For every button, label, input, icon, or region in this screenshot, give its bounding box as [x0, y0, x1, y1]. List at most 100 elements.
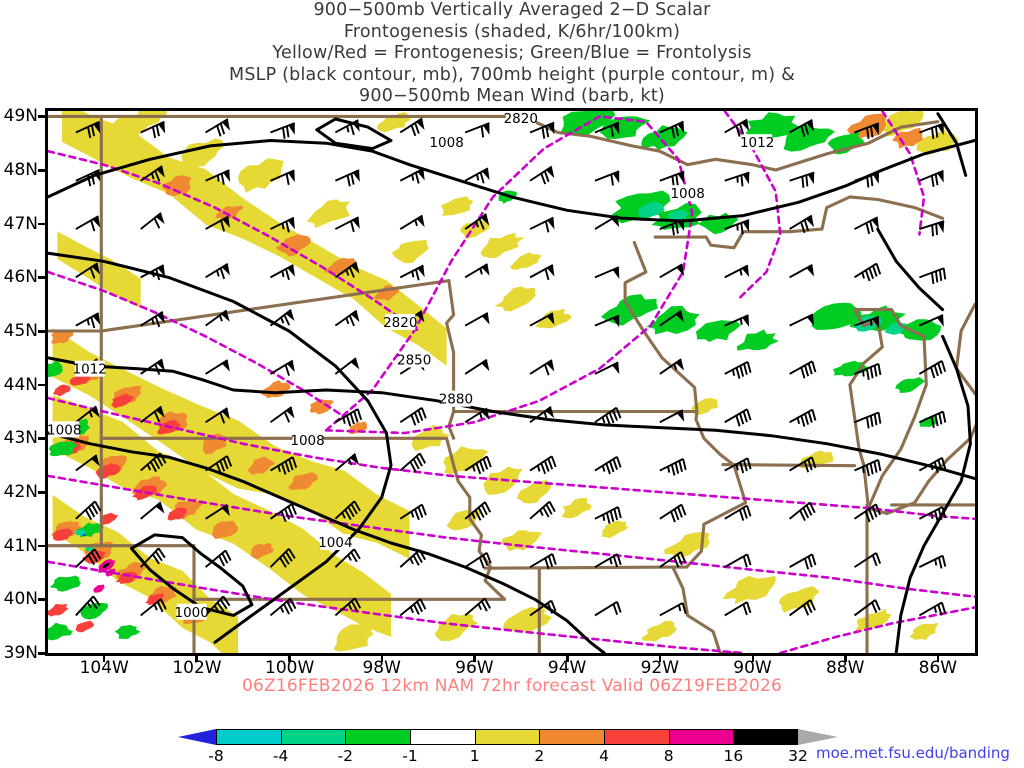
- wind-barb: [269, 456, 298, 475]
- wind-barb: [918, 506, 947, 522]
- shade-region: [722, 575, 776, 605]
- shade-region: [854, 608, 892, 632]
- colorbar-tick-4: 4: [599, 747, 609, 765]
- wind-barb: [724, 219, 750, 235]
- shade-region: [811, 302, 862, 330]
- shade-region: [288, 472, 318, 490]
- watermark-link[interactable]: moe.met.fsu.edu/banding: [816, 744, 1010, 762]
- contour-label-1008: 1008: [670, 185, 705, 202]
- wind-barb: [204, 549, 232, 568]
- wind-barb: [464, 312, 490, 327]
- colorbar-underflow-arrow: [178, 729, 216, 745]
- border-line: [671, 463, 748, 653]
- shade-region: [50, 329, 74, 344]
- shade-region: [48, 441, 78, 457]
- title-line-4: MSLP (black contour, mb), 700mb height (…: [229, 64, 795, 85]
- contour-label-1008: 1008: [48, 421, 81, 438]
- wind-barb: [399, 214, 425, 230]
- colorbar-swatch--11: [410, 729, 475, 745]
- wind-barb: [140, 311, 166, 328]
- wind-barb: [334, 309, 360, 327]
- wind-barb: [204, 595, 231, 617]
- axis-label-lon-94W: 94W: [547, 658, 587, 678]
- axis-label-lon-102W: 102W: [172, 658, 222, 678]
- height-contour-2820: [48, 396, 975, 521]
- svg-text:1004: 1004: [318, 535, 352, 551]
- colorbar-tick-8: 8: [663, 747, 674, 765]
- shade-region: [641, 620, 677, 642]
- wind-barb: [594, 121, 620, 137]
- contour-label-1012: 1012: [73, 360, 107, 378]
- mslp-contour-1008n: [48, 139, 411, 199]
- wind-barb: [75, 312, 101, 329]
- axis-tick-lat: [38, 598, 47, 601]
- axis-label-lon-90W: 90W: [733, 658, 772, 678]
- wind-barb: [854, 362, 882, 381]
- colorbar-swatches: [178, 727, 838, 747]
- wind-barb: [269, 597, 297, 617]
- wind-barb: [789, 264, 815, 279]
- shade-region: [260, 380, 291, 399]
- wind-barb: [464, 407, 490, 424]
- border-line: [452, 409, 736, 467]
- colorbar-tick-16: 16: [723, 747, 744, 765]
- shade-region: [668, 209, 689, 222]
- shade-region: [637, 201, 666, 218]
- wind-barb: [594, 170, 620, 186]
- axis-tick-lat: [38, 652, 47, 655]
- axis-tick-lon: [380, 654, 384, 662]
- svg-text:2880: 2880: [439, 392, 473, 408]
- wind-barb: [334, 453, 360, 472]
- shade-region: [434, 613, 479, 641]
- wind-barb: [75, 262, 101, 279]
- wind-barb: [854, 171, 880, 188]
- mslp-contour-1008r2: [894, 334, 972, 653]
- shade-region: [48, 360, 63, 378]
- wind-barb: [724, 314, 750, 327]
- wind-barb: [334, 408, 363, 427]
- colorbar-tick-32: 32: [788, 747, 808, 765]
- shade-region: [494, 286, 536, 312]
- wind-barb: [529, 165, 555, 185]
- wind-barb: [789, 214, 814, 234]
- wind-barb: [140, 501, 165, 520]
- wind-barb: [594, 266, 620, 279]
- border-line: [509, 111, 940, 172]
- wind-barb: [269, 503, 297, 523]
- colorbar-tick-neg2: -2: [337, 747, 354, 765]
- wind-barb: [464, 501, 492, 521]
- wind-barb: [529, 264, 555, 281]
- wind-barb: [659, 503, 687, 523]
- wind-barb: [789, 360, 817, 379]
- shade-region: [53, 384, 71, 397]
- border-line: [945, 302, 975, 462]
- colorbar-swatch-1632: [733, 729, 798, 745]
- wind-barb: [140, 165, 165, 182]
- axis-label-lat-43N: 43N: [3, 428, 38, 449]
- svg-text:1012: 1012: [740, 135, 774, 151]
- shade-band: [52, 328, 410, 559]
- svg-text:1008: 1008: [670, 186, 704, 202]
- wind-barb: [75, 595, 101, 617]
- axis-label-lon-98W: 98W: [362, 658, 401, 678]
- wind-barb: [529, 216, 555, 233]
- shade-region: [695, 320, 741, 342]
- forecast-caption: 06Z16FEB2026 12km NAM 72hr forecast Vali…: [241, 676, 783, 696]
- wind-barb: [140, 452, 167, 473]
- axis-tick-lon: [195, 654, 198, 662]
- contour-label-1000: 1000: [175, 603, 209, 621]
- svg-text:2820: 2820: [504, 111, 538, 127]
- wind-barb: [724, 360, 752, 379]
- wind-barb: [918, 456, 947, 474]
- wind-barb: [918, 554, 947, 569]
- height-contour-2820a: [48, 149, 421, 333]
- wind-barb: [529, 121, 555, 139]
- border-line: [99, 436, 456, 467]
- wind-barb: [464, 213, 490, 230]
- wind-barbs: [75, 117, 947, 617]
- wind-barb: [789, 456, 817, 473]
- shade-region: [783, 124, 836, 152]
- wind-barb: [75, 500, 102, 521]
- shade-region: [93, 584, 105, 593]
- axis-tick-lat: [38, 222, 47, 226]
